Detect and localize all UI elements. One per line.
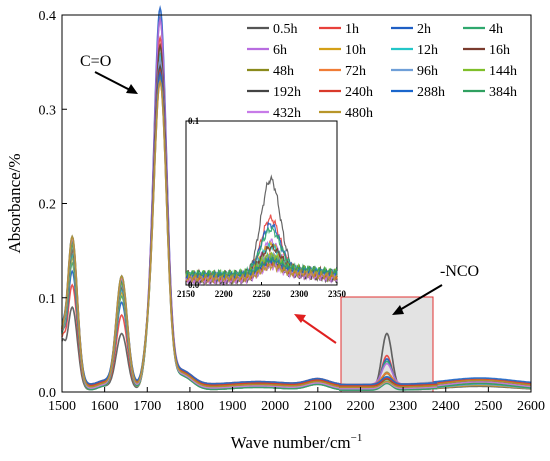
legend-label: 432h xyxy=(273,106,301,121)
legend-label: 72h xyxy=(345,64,366,79)
y-tick-label: 0.0 xyxy=(39,386,57,401)
nco-peak-384h xyxy=(339,382,438,391)
legend-label: 16h xyxy=(489,43,510,58)
y-tick-label: 0.2 xyxy=(39,198,57,213)
legend: 0.5h 1h 2h 4h 6h 10h 12h 16h 48h 72h 96h 144h 192h 24… xyxy=(247,22,517,121)
inset-line-480h xyxy=(185,262,338,285)
x-axis-label-superscript: −1 xyxy=(351,432,363,444)
x-tick-label: 1900 xyxy=(219,399,247,414)
x-tick-label: 2000 xyxy=(261,399,289,414)
arrow-nco-head xyxy=(392,305,404,315)
inset-y-tick-label: 0.0 xyxy=(188,280,200,290)
legend-label: 384h xyxy=(489,85,517,100)
legend-label: 12h xyxy=(417,43,438,58)
inset-x-tick-label: 2300 xyxy=(290,289,309,299)
legend-label: 480h xyxy=(345,106,373,121)
y-axis-label: Absorbance/% xyxy=(5,153,24,253)
legend-label: 192h xyxy=(273,85,301,100)
arrow-co xyxy=(94,71,133,92)
inset-x-tick-label: 2250 xyxy=(253,289,272,299)
legend-label: 48h xyxy=(273,64,294,79)
nco-peak-288h xyxy=(339,375,438,386)
annotation-nco: -NCO xyxy=(440,263,479,280)
x-tick-label: 1600 xyxy=(91,399,119,414)
x-tick-label: 1800 xyxy=(176,399,204,414)
x-tick-label: 1500 xyxy=(48,399,76,414)
inset-x-tick-label: 2150 xyxy=(177,289,196,299)
legend-label: 240h xyxy=(345,85,373,100)
x-tick-label: 1700 xyxy=(133,399,161,414)
x-tick-label: 2100 xyxy=(304,399,332,414)
legend-label: 96h xyxy=(417,64,438,79)
x-tick-label: 2300 xyxy=(389,399,417,414)
nco-highlight-region xyxy=(339,296,438,393)
legend-label: 2h xyxy=(417,22,431,37)
inset-y-tick-label: 0.1 xyxy=(188,116,200,126)
x-tick-label: 2200 xyxy=(346,399,374,414)
x-axis-label: Wave number/cm−1 xyxy=(231,432,363,452)
arrow-to-inset xyxy=(299,317,337,344)
x-tick-label: 2500 xyxy=(474,399,502,414)
legend-label: 10h xyxy=(345,43,366,58)
x-tick-label: 2600 xyxy=(517,399,545,414)
inset-x-tick-label: 2200 xyxy=(215,289,234,299)
inset-x-tick-label: 2350 xyxy=(328,289,347,299)
inset-plot: 2150 2200 2250 2300 2350 0.0 0.1 xyxy=(177,116,347,299)
axes: 1500 1600 1700 1800 1900 2000 2100 2200 2300 2400… xyxy=(5,9,545,452)
arrow-to-inset-head xyxy=(294,314,306,323)
y-tick-label: 0.1 xyxy=(39,292,57,307)
annotations: C=O -NCO xyxy=(80,53,479,344)
nco-peak-480h xyxy=(339,380,438,389)
legend-label: 0.5h xyxy=(273,22,298,37)
legend-label: 144h xyxy=(489,64,517,79)
legend-label: 288h xyxy=(417,85,445,100)
legend-label: 4h xyxy=(489,22,503,37)
legend-label: 6h xyxy=(273,43,287,58)
annotation-co: C=O xyxy=(80,53,111,70)
arrow-co-head xyxy=(126,84,138,94)
main-plot-curves xyxy=(61,5,532,391)
x-tick-label: 2400 xyxy=(432,399,460,414)
legend-label: 1h xyxy=(345,22,359,37)
y-tick-label: 0.4 xyxy=(39,9,57,24)
arrow-nco xyxy=(397,284,443,312)
y-tick-label: 0.3 xyxy=(39,103,57,118)
nco-peak-240h xyxy=(339,377,438,387)
series-line-480h xyxy=(61,79,532,389)
